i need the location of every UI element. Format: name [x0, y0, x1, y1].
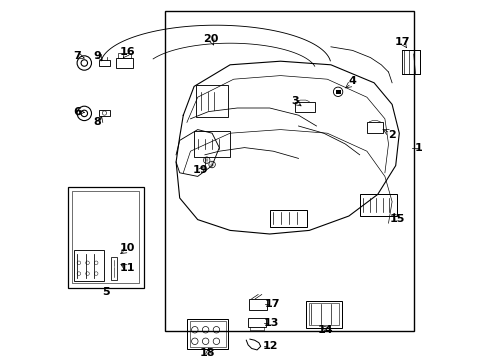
Text: 17: 17: [264, 299, 280, 309]
Bar: [335, 90, 340, 94]
Text: 20: 20: [203, 34, 218, 44]
Bar: [366, 122, 382, 133]
Text: 15: 15: [389, 213, 405, 224]
Bar: [68, 187, 143, 288]
Bar: [72, 191, 139, 283]
Bar: [269, 210, 307, 227]
Bar: [305, 301, 341, 328]
Bar: [73, 250, 104, 281]
Text: 16: 16: [120, 47, 135, 57]
Bar: [186, 319, 228, 349]
Bar: [359, 194, 397, 216]
Text: 14: 14: [317, 325, 333, 336]
Text: 19: 19: [192, 165, 208, 175]
Text: 12: 12: [263, 341, 278, 351]
Bar: [111, 257, 117, 280]
Text: 1: 1: [413, 143, 421, 153]
Bar: [116, 58, 133, 68]
Bar: [99, 60, 110, 66]
Text: 7: 7: [73, 51, 81, 61]
Text: 11: 11: [120, 263, 135, 273]
Bar: [194, 131, 230, 157]
Text: 5: 5: [102, 287, 109, 297]
Bar: [247, 318, 265, 327]
Text: 18: 18: [200, 348, 215, 358]
Text: 2: 2: [387, 130, 395, 140]
Bar: [118, 53, 130, 58]
Text: 4: 4: [348, 76, 356, 86]
Text: 3: 3: [290, 96, 298, 106]
Bar: [294, 102, 314, 112]
Bar: [196, 85, 228, 117]
Text: 10: 10: [120, 243, 135, 253]
Bar: [189, 321, 225, 347]
Bar: [99, 110, 110, 116]
Bar: [401, 50, 419, 74]
Bar: [308, 303, 338, 325]
Text: 9: 9: [93, 51, 101, 61]
Text: 13: 13: [263, 318, 279, 328]
Text: 8: 8: [93, 117, 101, 127]
Text: 6: 6: [73, 107, 81, 117]
Bar: [165, 11, 413, 331]
Bar: [249, 299, 266, 310]
Text: 17: 17: [394, 37, 410, 48]
